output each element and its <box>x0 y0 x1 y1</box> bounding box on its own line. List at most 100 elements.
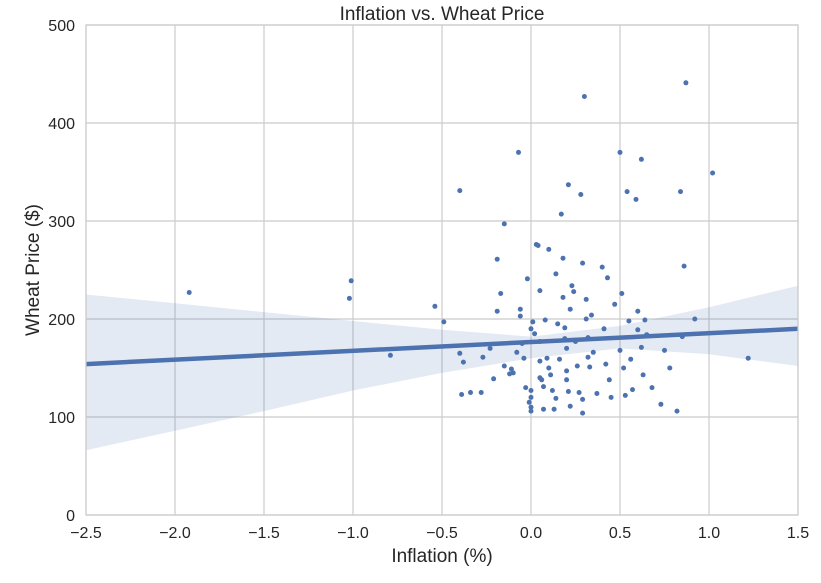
data-point <box>564 345 570 351</box>
data-point <box>548 372 554 378</box>
data-point <box>560 294 566 300</box>
y-tick-label: 400 <box>48 116 75 133</box>
data-point <box>626 318 632 324</box>
data-point <box>581 94 587 99</box>
data-point <box>635 327 641 333</box>
x-tick-label: −2.0 <box>159 525 191 542</box>
data-point <box>578 192 584 197</box>
data-point <box>662 347 667 353</box>
regression-line <box>85 326 799 367</box>
data-point <box>537 358 543 364</box>
x-tick-label: 1.5 <box>787 525 809 542</box>
data-point <box>541 406 546 412</box>
data-point <box>624 189 630 195</box>
data-point <box>508 366 514 372</box>
data-point <box>594 391 600 396</box>
data-point <box>348 278 354 284</box>
data-point <box>551 406 557 412</box>
data-point <box>565 182 571 188</box>
data-point <box>565 389 571 394</box>
data-point <box>674 408 680 414</box>
data-point <box>553 395 559 401</box>
data-point <box>576 390 582 395</box>
data-point <box>580 410 586 416</box>
data-point <box>571 289 577 295</box>
data-point <box>528 404 534 410</box>
data-point <box>567 403 573 409</box>
data-point <box>587 364 593 370</box>
data-point <box>622 392 628 398</box>
data-point <box>432 303 438 309</box>
data-point <box>606 377 612 383</box>
data-point <box>638 156 644 162</box>
data-point <box>558 211 564 217</box>
data-point <box>546 365 552 371</box>
data-point <box>557 356 562 362</box>
x-tick-label: −1.0 <box>337 525 369 542</box>
data-point <box>535 243 541 248</box>
x-tick-label: 0.5 <box>609 525 631 542</box>
data-point <box>603 361 609 367</box>
data-point <box>530 319 536 325</box>
data-point <box>441 319 447 325</box>
data-point <box>617 149 623 155</box>
data-point <box>491 376 497 382</box>
data-point <box>583 296 589 302</box>
data-point <box>528 394 534 400</box>
regression-line-group <box>85 326 799 367</box>
data-point <box>638 344 644 350</box>
data-point <box>468 390 473 395</box>
x-tick-label: 0.0 <box>520 525 542 542</box>
data-point <box>186 290 192 295</box>
data-point <box>459 392 465 397</box>
data-point <box>480 354 486 360</box>
chart-title: Inflation vs. Wheat Price <box>340 4 545 25</box>
confidence-band-area <box>86 285 798 451</box>
data-point <box>635 308 641 314</box>
data-point <box>523 385 529 391</box>
data-point <box>457 350 463 356</box>
data-point <box>567 306 573 312</box>
data-point <box>542 317 548 323</box>
data-point <box>574 363 580 369</box>
data-point <box>590 349 596 355</box>
data-point <box>528 326 534 332</box>
data-point <box>601 326 607 332</box>
y-tick-label: 200 <box>48 312 75 329</box>
data-point <box>678 189 683 195</box>
data-point <box>605 275 610 281</box>
data-point <box>599 264 605 270</box>
data-point <box>564 377 570 383</box>
y-tick-label: 0 <box>66 508 75 525</box>
y-axis-ticks: 0 100 200 300 400 500 <box>48 18 75 525</box>
data-point <box>498 291 504 296</box>
data-point <box>580 260 586 266</box>
data-point <box>585 354 591 360</box>
data-point <box>528 408 534 414</box>
data-point <box>642 317 648 323</box>
x-tick-label: 1.0 <box>698 525 720 542</box>
data-point <box>658 401 664 407</box>
data-point <box>532 331 538 337</box>
data-point <box>621 365 627 371</box>
data-point <box>640 372 646 378</box>
data-point <box>516 149 521 155</box>
data-point <box>608 394 614 400</box>
data-point <box>683 80 689 86</box>
data-point <box>546 246 552 252</box>
y-axis-label: Wheat Price ($) <box>23 204 44 336</box>
data-point <box>460 359 466 365</box>
x-tick-label: −0.5 <box>426 525 458 542</box>
data-point <box>526 399 532 405</box>
data-point <box>555 321 561 327</box>
y-tick-label: 100 <box>48 410 75 427</box>
data-point <box>346 295 352 301</box>
y-tick-label: 300 <box>48 214 75 231</box>
plot-frame <box>85 24 799 516</box>
x-tick-label: −1.5 <box>248 525 280 542</box>
data-point <box>510 370 516 376</box>
data-point <box>553 271 559 277</box>
data-point <box>745 355 751 361</box>
data-point <box>487 345 493 351</box>
